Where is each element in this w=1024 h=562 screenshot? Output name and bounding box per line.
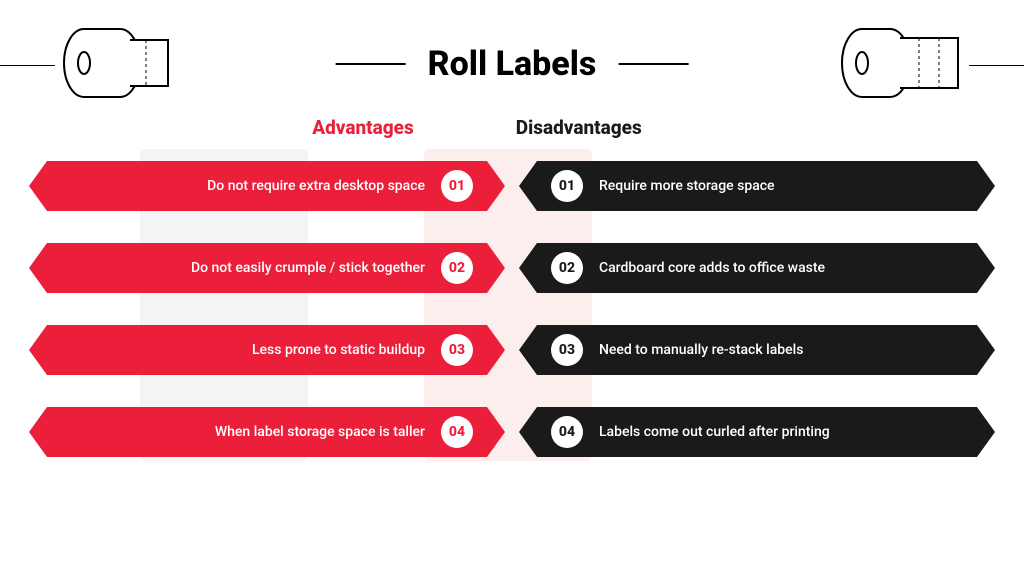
advantage-banner: When label storage space is taller 04	[47, 407, 487, 457]
header-rule-right	[969, 65, 1024, 66]
advantage-text: Less prone to static buildup	[252, 342, 425, 358]
comparison-row: When label storage space is taller 04 04…	[46, 407, 978, 457]
disadvantage-banner: 02 Cardboard core adds to office waste	[537, 243, 977, 293]
comparison-row: Do not easily crumple / stick together 0…	[46, 243, 978, 293]
page-title: Roll Labels	[428, 44, 597, 84]
advantage-number: 03	[441, 334, 473, 366]
advantage-number: 01	[441, 170, 473, 202]
disadvantage-text: Cardboard core adds to office waste	[599, 260, 825, 276]
disadvantage-number: 01	[551, 170, 583, 202]
disadvantage-banner: 03 Need to manually re-stack labels	[537, 325, 977, 375]
roll-label-icon	[62, 26, 172, 104]
disadvantage-number: 04	[551, 416, 583, 448]
disadvantage-text: Need to manually re-stack labels	[599, 342, 803, 358]
disadvantages-heading: Disadvantages	[516, 116, 642, 139]
disadvantage-banner: 01 Require more storage space	[537, 161, 977, 211]
disadvantage-number: 03	[551, 334, 583, 366]
disadvantage-banner: 04 Labels come out curled after printing	[537, 407, 977, 457]
advantage-number: 02	[441, 252, 473, 284]
comparison-row: Do not require extra desktop space 01 01…	[46, 161, 978, 211]
advantage-text: Do not easily crumple / stick together	[191, 260, 425, 276]
header-rule-left	[0, 65, 55, 66]
title-group: Roll Labels	[336, 44, 689, 84]
roll-label-icon	[840, 26, 962, 104]
header: Roll Labels	[0, 0, 1024, 110]
advantage-text: When label storage space is taller	[215, 424, 425, 440]
advantages-heading: Advantages	[312, 116, 414, 139]
advantage-banner: Less prone to static buildup 03	[47, 325, 487, 375]
comparison-row: Less prone to static buildup 03 03 Need …	[46, 325, 978, 375]
advantage-text: Do not require extra desktop space	[207, 178, 425, 194]
advantage-number: 04	[441, 416, 473, 448]
disadvantage-number: 02	[551, 252, 583, 284]
columns-header: Advantages Disadvantages	[0, 116, 1024, 139]
comparison-rows: Do not require extra desktop space 01 01…	[0, 153, 1024, 457]
disadvantage-text: Labels come out curled after printing	[599, 424, 830, 440]
title-rule	[618, 63, 688, 65]
advantage-banner: Do not easily crumple / stick together 0…	[47, 243, 487, 293]
title-rule	[336, 63, 406, 65]
disadvantage-text: Require more storage space	[599, 178, 775, 194]
advantage-banner: Do not require extra desktop space 01	[47, 161, 487, 211]
